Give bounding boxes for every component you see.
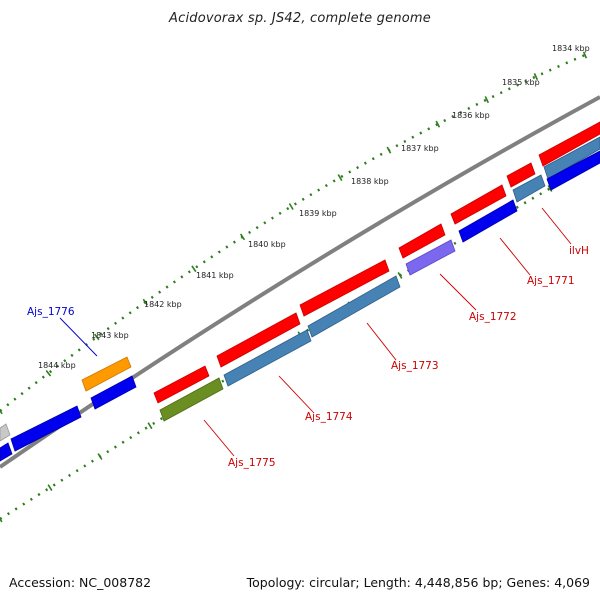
gene-ajs-1776[interactable] [81, 356, 132, 392]
gene-ajs-1774-top[interactable] [216, 312, 301, 368]
outer-major-tick [435, 120, 441, 128]
kbp-label-1841: 1841 kbp [196, 271, 234, 280]
kbp-label-1837: 1837 kbp [401, 144, 439, 153]
kbp-label-1836: 1836 kbp [452, 111, 490, 120]
gene-left-blue-1[interactable] [0, 442, 13, 462]
kbp-label-1842: 1842 kbp [144, 300, 182, 309]
page-title: Acidovorax sp. JS42, complete genome [169, 11, 431, 26]
label-ajs-1774[interactable]: Ajs_1774 [305, 411, 353, 423]
label-ajs-1773[interactable]: Ajs_1773 [391, 360, 439, 372]
gene-left-gray[interactable] [0, 423, 11, 442]
leader-ajs-1772 [439, 273, 477, 311]
leader-ajs-1773 [366, 322, 397, 361]
gene-ajs-1772-top[interactable] [398, 223, 446, 259]
gene-right-edge-steel[interactable] [543, 136, 600, 180]
accession-text: Accession: NC_008782 [9, 575, 152, 590]
topology-text: Topology: circular; Length: 4,448,856 bp… [246, 575, 590, 590]
genome-backbone [0, 95, 600, 469]
leader-ajs-1776 [59, 317, 98, 357]
label-ajs-1776[interactable]: Ajs_1776 [27, 306, 75, 318]
inner-major-tick [547, 185, 553, 192]
leader-ilvh [541, 207, 572, 245]
leader-ajs-1771 [499, 237, 531, 276]
inner-major-tick [147, 422, 153, 430]
kbp-label-1843: 1843 kbp [91, 331, 129, 340]
outer-major-tick [94, 333, 100, 341]
gene-ilvh[interactable] [512, 174, 546, 203]
label-ilvh[interactable]: ilvH [569, 245, 589, 257]
kbp-label-1834: 1834 kbp [552, 44, 590, 53]
gene-ilvh-top[interactable] [506, 162, 536, 188]
gene-ajs-1776-inner[interactable] [90, 375, 137, 410]
outer-major-tick [288, 203, 294, 210]
gene-ajs-1775[interactable] [159, 377, 224, 422]
gene-ajs-1773-top[interactable] [299, 259, 390, 317]
kbp-label-1835: 1835 kbp [502, 78, 540, 87]
outer-major-tick [484, 96, 490, 104]
kbp-label-1844: 1844 kbp [38, 361, 76, 370]
label-ajs-1772[interactable]: Ajs_1772 [469, 311, 517, 323]
gene-right-edge-top[interactable] [538, 121, 600, 167]
kbp-label-1840: 1840 kbp [248, 240, 286, 249]
inner-major-tick [97, 453, 103, 460]
gene-ajs-1771[interactable] [458, 199, 518, 243]
inner-major-tick [0, 517, 3, 523]
kbp-label-1838: 1838 kbp [351, 177, 389, 186]
outer-major-tick [191, 265, 197, 273]
label-ajs-1775[interactable]: Ajs_1775 [228, 457, 276, 469]
label-ajs-1771[interactable]: Ajs_1771 [527, 275, 575, 287]
inner-major-tick [47, 484, 53, 492]
outer-major-tick [337, 174, 343, 182]
gene-ajs-1775-top[interactable] [153, 365, 210, 404]
outer-major-tick [239, 233, 246, 241]
outer-tick-ring [0, 53, 586, 412]
gene-ajs-1771-top[interactable] [450, 184, 507, 225]
outer-major-tick [45, 369, 52, 377]
outer-major-tick [582, 51, 588, 59]
outer-major-tick [142, 298, 148, 306]
gene-ajs-1774[interactable] [223, 329, 312, 387]
outer-major-tick [533, 73, 539, 81]
inner-major-tick [397, 272, 403, 279]
outer-major-tick [386, 146, 392, 154]
leader-ajs-1774 [278, 375, 314, 413]
kbp-label-1839: 1839 kbp [299, 209, 337, 218]
gene-right-edge-blue[interactable] [546, 150, 600, 191]
leader-ajs-1775 [203, 419, 235, 457]
outer-major-tick [0, 409, 3, 415]
gene-left-blue-2[interactable] [10, 405, 82, 452]
gene-ajs-1773[interactable] [307, 275, 401, 338]
gene-ajs-1772[interactable] [405, 239, 456, 276]
